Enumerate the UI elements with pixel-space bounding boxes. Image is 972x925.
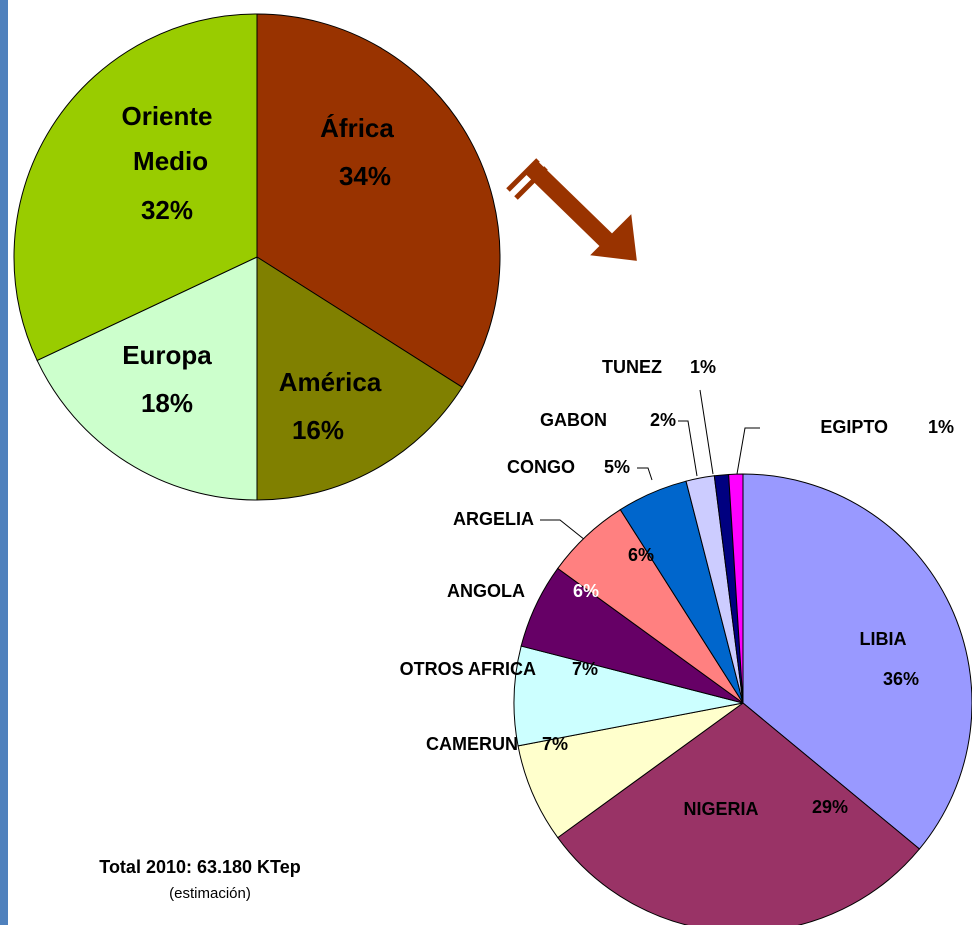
pie-slice	[36, 256, 258, 501]
slice-label: ARGELIA	[453, 509, 534, 529]
leader-lines	[540, 389, 760, 541]
slice-label: América	[279, 367, 382, 397]
slice-label: NIGERIA	[683, 799, 758, 819]
pie-slice	[256, 13, 501, 388]
side-bar	[0, 0, 8, 925]
slice-value-label: 34%	[339, 161, 391, 191]
total-note: Total 2010: 63.180 KTep	[99, 857, 300, 877]
slice-value-label: 16%	[292, 415, 344, 445]
slice-label: OTROS AFRICA	[400, 659, 536, 679]
slice-value-label: 7%	[542, 734, 568, 754]
slice-value-label: 29%	[812, 797, 848, 817]
slice-label: GABON	[540, 410, 607, 430]
slice-value-label: 1%	[690, 357, 716, 377]
slice-value-label: 1%	[928, 417, 954, 437]
slice-value-label: 6%	[628, 545, 654, 565]
slice-label: África	[320, 113, 394, 143]
slice-label: ANGOLA	[447, 581, 525, 601]
slice-value-label: 36%	[883, 669, 919, 689]
pie-slice	[742, 473, 972, 850]
pie-slice	[256, 256, 463, 501]
arrow	[506, 158, 640, 264]
slice-label: TUNEZ	[602, 357, 662, 377]
slice-value-label: 6%	[573, 581, 599, 601]
slice-label: Oriente Medio	[121, 101, 212, 176]
slice-label: Europa	[122, 340, 212, 370]
slice-value-label: 7%	[572, 659, 598, 679]
slice-label: CAMERUN	[426, 734, 518, 754]
slice-value-label: 5%	[604, 457, 630, 477]
pie-slice	[13, 13, 258, 362]
pie-slice	[557, 702, 921, 925]
slice-label: CONGO	[507, 457, 575, 477]
slice-label: LIBIA	[860, 629, 907, 649]
detail-note: (estimación)	[169, 885, 251, 902]
slice-label: EGIPTO	[820, 417, 888, 437]
pie-slice	[728, 473, 744, 704]
slice-value-label: 18%	[141, 388, 193, 418]
slice-value-label: 32%	[141, 195, 193, 225]
slice-value-label: 2%	[650, 410, 676, 430]
